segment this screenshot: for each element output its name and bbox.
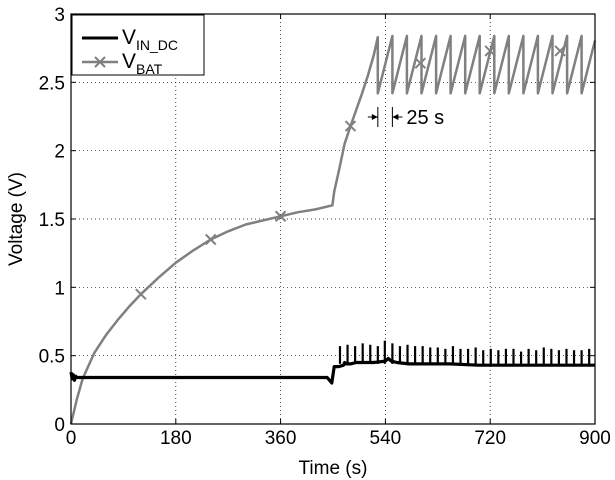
series-marker-vbat bbox=[274, 210, 287, 222]
y-tick-label: 3 bbox=[54, 5, 65, 26]
y-tick-label: 1.5 bbox=[39, 210, 65, 231]
series-marker-vbat-stroke-b bbox=[484, 45, 496, 57]
legend-label-vbat-sub: BAT bbox=[136, 61, 163, 77]
legend-box bbox=[71, 14, 205, 76]
y-tick-label: 0.5 bbox=[39, 347, 65, 368]
series-marker-vbat bbox=[135, 288, 147, 300]
series-marker-vbat bbox=[205, 233, 217, 246]
y-tick-label: 2 bbox=[54, 142, 65, 163]
x-tick-label: 900 bbox=[579, 428, 611, 449]
axis-ticks: 0 180 360 540 720 900 0 0.5 1 1.5 2 2.5 3 bbox=[39, 5, 611, 449]
legend-label-vin: VIN_DC bbox=[122, 26, 178, 53]
series-marker-vbat bbox=[344, 120, 357, 132]
annotations: 25 s bbox=[367, 107, 444, 129]
series-marker-vbat bbox=[414, 57, 427, 69]
x-tick-label: 540 bbox=[370, 428, 402, 449]
x-tick-label: 360 bbox=[265, 428, 297, 449]
y-tick-label: 0 bbox=[54, 415, 65, 436]
annotation-arrowhead-left bbox=[371, 114, 378, 120]
x-tick-label: 0 bbox=[66, 428, 77, 449]
series-marker-vbat bbox=[484, 45, 496, 57]
series-line-vin bbox=[69, 356, 595, 385]
series-marker-vbat-stroke-b bbox=[274, 210, 287, 222]
y-axis-label: Voltage (V) bbox=[6, 172, 27, 266]
legend-marker-vbat-x-stroke-b bbox=[94, 56, 106, 68]
annotation-text: 25 s bbox=[406, 107, 444, 129]
series-marker-vbat-stroke-b bbox=[414, 57, 427, 69]
legend-label-vbat: VBAT bbox=[122, 50, 163, 77]
legend-marker-vbat-x bbox=[94, 56, 106, 68]
series-marker-vbat-stroke-b bbox=[205, 233, 217, 246]
legend-marker-vbat bbox=[94, 56, 106, 68]
legend-label-vin-sub: IN_DC bbox=[136, 37, 178, 53]
series-marker-vbat-stroke-b bbox=[135, 288, 147, 300]
series-line-vbat bbox=[69, 34, 597, 425]
x-axis-label: Time (s) bbox=[299, 458, 368, 479]
legend-label-vin-main: V bbox=[122, 26, 136, 49]
annotation-arrowhead-right bbox=[392, 114, 399, 120]
legend: VIN_DC VBAT bbox=[71, 14, 205, 77]
y-tick-label: 2.5 bbox=[39, 73, 65, 94]
series-marker-vbat-stroke-b bbox=[554, 45, 566, 57]
plot-series bbox=[69, 34, 597, 425]
x-tick-label: 180 bbox=[160, 428, 192, 449]
x-tick-label: 720 bbox=[474, 428, 506, 449]
legend-label-vbat-main: V bbox=[122, 50, 136, 73]
y-tick-label: 1 bbox=[54, 278, 65, 299]
series-marker-vbat bbox=[554, 45, 566, 57]
series-marker-vbat-stroke-b bbox=[344, 120, 357, 132]
